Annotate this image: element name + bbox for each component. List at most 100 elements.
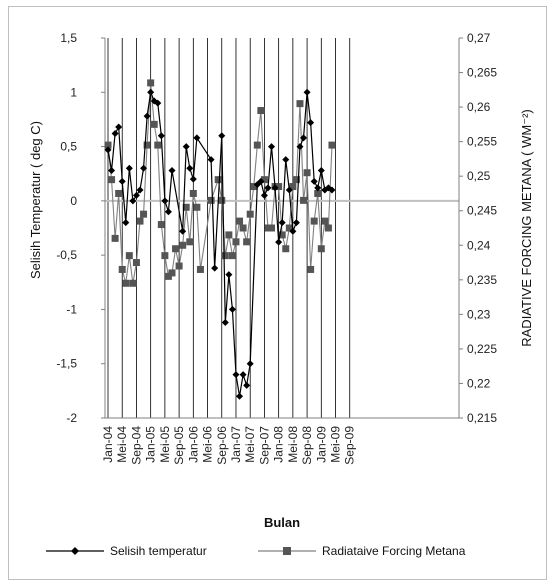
point-radiative-forcing (328, 141, 336, 149)
point-temperature (328, 186, 336, 194)
point-radiative-forcing (196, 265, 204, 273)
x-tick-label: Jan-07 (229, 426, 243, 463)
right-tick-label: 0,22 (467, 376, 491, 390)
legend-label-temperature: Selisih temperatur (110, 544, 207, 558)
point-temperature (164, 208, 172, 216)
point-temperature (115, 123, 123, 131)
x-tick-label: Sep-07 (257, 426, 271, 465)
point-temperature (257, 177, 265, 185)
left-tick-label: -1,5 (56, 357, 77, 371)
point-radiative-forcing (228, 252, 236, 260)
point-radiative-forcing (122, 279, 130, 287)
point-temperature (285, 186, 293, 194)
point-temperature (104, 146, 112, 154)
legend-marker-temperature (71, 547, 79, 555)
right-tick-label: 0,24 (467, 238, 491, 252)
point-temperature (228, 305, 236, 313)
point-radiative-forcing (129, 279, 137, 287)
point-radiative-forcing (253, 141, 261, 149)
point-radiative-forcing (300, 196, 308, 204)
point-temperature (111, 130, 119, 138)
point-radiative-forcing (246, 210, 254, 218)
point-radiative-forcing (132, 259, 140, 267)
left-tick-label: -1 (66, 302, 77, 316)
point-temperature (125, 164, 133, 172)
point-temperature (161, 197, 169, 205)
point-radiative-forcing (161, 252, 169, 260)
x-tick-label: Sep-04 (129, 426, 143, 465)
point-radiative-forcing (147, 79, 155, 87)
point-radiative-forcing (108, 176, 116, 184)
point-radiative-forcing (115, 189, 123, 197)
point-temperature (282, 156, 290, 164)
x-axis-title: Bulan (264, 515, 300, 530)
x-tick-label: Sep-09 (343, 426, 357, 465)
point-temperature (140, 164, 148, 172)
x-tick-label: Mei-04 (115, 426, 129, 463)
point-temperature (292, 219, 300, 227)
point-temperature (143, 112, 151, 120)
point-temperature (289, 227, 297, 235)
point-temperature (189, 175, 197, 183)
x-tick-label: Jan-09 (314, 426, 328, 463)
point-radiative-forcing (118, 265, 126, 273)
point-temperature (246, 360, 254, 368)
point-radiative-forcing (193, 203, 201, 211)
point-radiative-forcing (239, 224, 247, 232)
point-radiative-forcing (218, 196, 226, 204)
point-temperature (300, 134, 308, 142)
point-temperature (310, 177, 318, 185)
right-tick-label: 0,245 (467, 204, 497, 218)
point-temperature (179, 227, 187, 235)
left-tick-label: -0,5 (56, 248, 77, 262)
point-temperature (243, 381, 251, 389)
x-tick-label: Sep-05 (172, 426, 186, 465)
point-radiative-forcing (136, 217, 144, 225)
right-axis-ticks: 0,27 0,265 0,26 0,255 0,25 0,245 0,24 0,235 0,23… (459, 31, 497, 425)
legend-marker-radiative-forcing (283, 547, 291, 555)
point-radiative-forcing (321, 217, 329, 225)
point-radiative-forcing (268, 224, 276, 232)
point-radiative-forcing (243, 238, 251, 246)
point-radiative-forcing (292, 176, 300, 184)
right-tick-label: 0,225 (467, 342, 497, 356)
point-radiative-forcing (257, 107, 265, 115)
point-temperature (275, 238, 283, 246)
point-temperature (296, 143, 304, 151)
point-radiative-forcing (214, 176, 222, 184)
point-radiative-forcing (260, 176, 268, 184)
x-tick-label: Sep-06 (215, 426, 229, 465)
x-tick-label: Jan-06 (186, 426, 200, 463)
right-tick-label: 0,23 (467, 307, 491, 321)
y-axis-right-title: RADIATIVE FORCING METANA ( WM⁻²) (519, 109, 534, 347)
right-tick-label: 0,255 (467, 135, 497, 149)
legend-label-radiative-forcing: Radiataive Forcing Metana (322, 544, 466, 558)
point-radiative-forcing (182, 203, 190, 211)
point-radiative-forcing (104, 141, 112, 149)
point-radiative-forcing (317, 245, 325, 253)
point-radiative-forcing (154, 141, 162, 149)
point-temperature (232, 371, 240, 379)
point-radiative-forcing (164, 272, 172, 280)
left-tick-label: 0,5 (60, 140, 77, 154)
point-temperature (317, 166, 325, 174)
point-temperature (136, 186, 144, 194)
series-layer (104, 79, 336, 400)
point-temperature (268, 143, 276, 151)
x-tick-label: Jan-04 (101, 426, 115, 463)
point-temperature (132, 191, 140, 199)
point-radiative-forcing (143, 141, 151, 149)
point-temperature (157, 132, 165, 140)
point-radiative-forcing (307, 265, 315, 273)
point-temperature (168, 166, 176, 174)
x-tick-label: Mei-07 (243, 426, 257, 463)
left-tick-label: 1,5 (60, 31, 77, 45)
point-radiative-forcing (189, 189, 197, 197)
point-temperature (239, 371, 247, 379)
point-radiative-forcing (232, 238, 240, 246)
x-tick-label: Jan-05 (144, 426, 158, 463)
x-axis-ticks: Jan-04 Mei-04 Sep-04 Jan-05 Mei-05 Sep-05 Jan-… (101, 426, 357, 465)
x-tick-label: Mei-09 (329, 426, 343, 463)
point-radiative-forcing (150, 120, 158, 128)
